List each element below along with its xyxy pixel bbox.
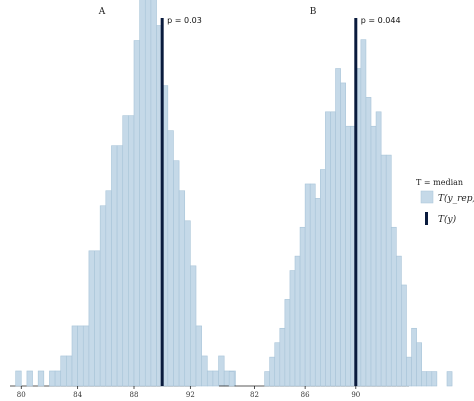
histogram-bar [416, 342, 422, 387]
histogram-bar [66, 355, 73, 387]
histogram-bar [178, 190, 186, 387]
histogram-bar [26, 370, 33, 387]
histogram-bar [401, 284, 407, 387]
histogram-bar [421, 371, 428, 387]
histogram-bar [340, 82, 346, 387]
histogram-bar [82, 325, 90, 387]
legend: T = median T(y_rep) T(y) [416, 178, 474, 225]
histogram-bar [195, 325, 202, 387]
histogram-bar [385, 154, 392, 387]
histogram-bar [94, 250, 101, 387]
histogram-bar [396, 255, 402, 387]
panel-a: A 80 84 88 92 p = 0.03 [10, 0, 236, 399]
histogram-bar [167, 130, 174, 387]
histogram-bar [150, 0, 157, 387]
histogram-bar [274, 342, 281, 387]
histogram-bar [144, 0, 152, 387]
histogram-bar [201, 355, 208, 387]
histogram-bar [133, 40, 140, 387]
legend-rep-swatch [420, 190, 434, 204]
histogram-bar [269, 356, 276, 387]
histogram-bar [370, 125, 377, 387]
x-tick-label: 82 [250, 391, 259, 399]
histogram-bar [426, 371, 433, 387]
legend-rep-label: T(y_rep) [438, 193, 474, 204]
x-tick-label: 84 [73, 391, 82, 399]
histogram-bar [264, 371, 270, 387]
histogram-bar [88, 250, 95, 387]
x-tick-label: 90 [351, 391, 360, 399]
panel-b-ticks: 82 86 90 [250, 386, 360, 399]
histogram-bar [314, 198, 321, 387]
histogram-bar [139, 0, 146, 387]
histogram-bar [173, 160, 180, 387]
histogram-bar [345, 125, 352, 387]
legend-obs-label: T(y) [438, 214, 457, 225]
histogram-bar [77, 325, 84, 387]
panel-a-ticks: 80 84 88 92 [17, 386, 195, 399]
histogram-bar [375, 111, 382, 387]
histogram-bar [111, 145, 118, 387]
panel-b-p-value: p = 0.044 [361, 16, 401, 25]
histogram-bar [299, 226, 306, 387]
x-tick-label: 80 [17, 391, 26, 399]
legend-obs-swatch [425, 212, 428, 225]
histogram-bar [99, 205, 107, 387]
histogram-bar [360, 39, 367, 387]
histogram-bar [190, 265, 197, 387]
histogram-bar [218, 355, 225, 387]
histogram-bar [325, 111, 331, 387]
histogram-bar [335, 68, 341, 387]
panel-b-title: B [310, 7, 317, 17]
histogram-bar [284, 299, 291, 387]
histogram-bar [390, 226, 397, 387]
histogram-bar [60, 355, 67, 387]
x-tick-label: 86 [301, 391, 310, 399]
histogram-bar [122, 115, 129, 387]
histogram-bar [15, 370, 22, 387]
histogram-bar [71, 325, 78, 387]
histogram-bar [431, 371, 438, 387]
histogram-bar [330, 111, 336, 387]
histogram-bar [54, 370, 62, 387]
histogram-bar [116, 145, 124, 387]
panel-a-p-value: p = 0.03 [167, 16, 202, 25]
histogram-bar [212, 370, 219, 387]
histogram-bar [184, 220, 191, 387]
histogram-bar [446, 371, 453, 387]
panel-b: B 82 86 90 p = 0.044 [219, 7, 453, 399]
histogram-bar [128, 115, 135, 387]
histogram-bar [294, 255, 301, 387]
histogram-bar [304, 183, 311, 387]
panel-a-title: A [98, 7, 106, 17]
histogram-bar [37, 370, 45, 387]
histogram-bar [320, 169, 326, 387]
x-tick-label: 92 [186, 391, 195, 399]
histogram-bar [49, 370, 56, 387]
histogram-bar [206, 370, 214, 387]
legend-title: T = median [416, 178, 463, 187]
x-tick-label: 88 [130, 391, 139, 399]
histogram-bar [411, 327, 417, 387]
histogram-bar [406, 356, 412, 387]
histogram-bar [365, 97, 372, 387]
panel-a-bars [15, 0, 236, 387]
panel-b-bars [228, 39, 453, 387]
histogram-bar [309, 183, 316, 387]
histogram-bar [279, 327, 286, 387]
histogram-bar [105, 190, 112, 387]
histogram-bar [289, 270, 296, 387]
histogram-bar [228, 371, 235, 387]
histogram-bar [380, 154, 387, 387]
